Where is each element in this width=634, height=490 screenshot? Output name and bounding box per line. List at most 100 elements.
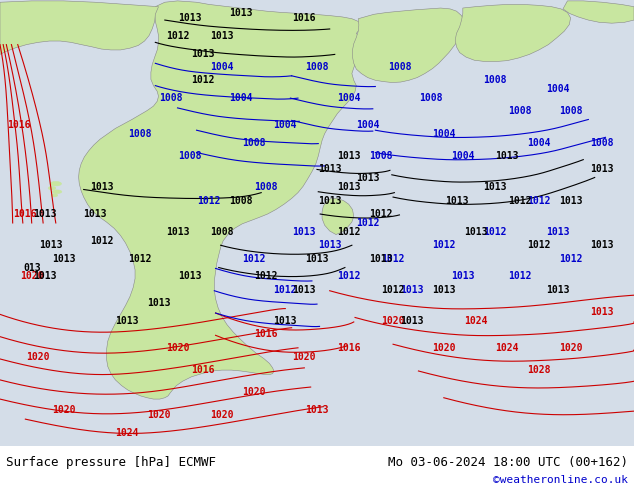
Text: 1012: 1012 bbox=[381, 254, 405, 264]
Text: 1004: 1004 bbox=[546, 84, 570, 94]
Polygon shape bbox=[353, 8, 464, 82]
Ellipse shape bbox=[50, 181, 61, 186]
Text: 1013: 1013 bbox=[39, 240, 63, 250]
Text: 1008: 1008 bbox=[590, 138, 614, 147]
Text: 1013: 1013 bbox=[432, 285, 456, 295]
Text: 1013: 1013 bbox=[273, 316, 297, 326]
Text: 1013: 1013 bbox=[318, 196, 342, 206]
Text: 1012: 1012 bbox=[191, 75, 215, 85]
Text: 1013: 1013 bbox=[590, 165, 614, 174]
Text: 1012: 1012 bbox=[242, 254, 266, 264]
Text: 1012: 1012 bbox=[273, 285, 297, 295]
Text: 1013: 1013 bbox=[318, 165, 342, 174]
Text: 1020: 1020 bbox=[242, 388, 266, 397]
Text: 1024: 1024 bbox=[115, 427, 139, 438]
Text: 1013: 1013 bbox=[191, 49, 215, 58]
Text: 1013: 1013 bbox=[546, 285, 570, 295]
Text: 1012: 1012 bbox=[527, 196, 551, 206]
Text: 1016: 1016 bbox=[13, 209, 37, 219]
Text: 1013: 1013 bbox=[451, 271, 475, 281]
Text: 1013: 1013 bbox=[400, 316, 424, 326]
Text: 1012: 1012 bbox=[197, 196, 221, 206]
Text: 1013: 1013 bbox=[210, 31, 234, 41]
Polygon shape bbox=[455, 4, 571, 62]
Text: 1013: 1013 bbox=[590, 307, 614, 317]
Text: 1008: 1008 bbox=[229, 196, 253, 206]
Text: 1008: 1008 bbox=[242, 138, 266, 147]
Text: 1008: 1008 bbox=[127, 129, 152, 139]
Text: 1008: 1008 bbox=[368, 151, 392, 161]
Text: 1004: 1004 bbox=[432, 129, 456, 139]
Polygon shape bbox=[79, 1, 365, 399]
Text: 1013: 1013 bbox=[482, 182, 507, 192]
Text: 1012: 1012 bbox=[337, 227, 361, 237]
Text: 1004: 1004 bbox=[451, 151, 475, 161]
Text: 1012: 1012 bbox=[368, 209, 392, 219]
Text: 1008: 1008 bbox=[387, 62, 411, 72]
Text: 013: 013 bbox=[23, 263, 41, 272]
Text: 1004: 1004 bbox=[273, 120, 297, 130]
Text: 1012: 1012 bbox=[482, 227, 507, 237]
Text: 1020: 1020 bbox=[559, 343, 583, 353]
Text: 1028: 1028 bbox=[527, 365, 551, 375]
Text: 1012: 1012 bbox=[127, 254, 152, 264]
Text: 1016: 1016 bbox=[191, 365, 215, 375]
Text: 1013: 1013 bbox=[318, 240, 342, 250]
Text: 1008: 1008 bbox=[254, 182, 278, 192]
Ellipse shape bbox=[48, 186, 56, 190]
Text: 1013: 1013 bbox=[559, 196, 583, 206]
Text: 1008: 1008 bbox=[210, 227, 234, 237]
Text: 1020: 1020 bbox=[165, 343, 190, 353]
Text: 1013: 1013 bbox=[337, 182, 361, 192]
Text: 1013: 1013 bbox=[305, 405, 329, 415]
Text: 1013: 1013 bbox=[368, 254, 392, 264]
Text: 1016: 1016 bbox=[292, 13, 316, 23]
Text: 1012: 1012 bbox=[337, 271, 361, 281]
Text: 1008: 1008 bbox=[305, 62, 329, 72]
Text: 1008: 1008 bbox=[559, 106, 583, 117]
Text: 1004: 1004 bbox=[229, 93, 253, 103]
Text: 1013: 1013 bbox=[590, 240, 614, 250]
Text: 1004: 1004 bbox=[356, 120, 380, 130]
Text: 1012: 1012 bbox=[527, 240, 551, 250]
Text: 1004: 1004 bbox=[527, 138, 551, 147]
Text: 1012: 1012 bbox=[508, 271, 532, 281]
Polygon shape bbox=[563, 1, 634, 23]
Text: 1020: 1020 bbox=[51, 405, 75, 415]
Text: 1008: 1008 bbox=[508, 106, 532, 117]
Text: 1020: 1020 bbox=[26, 352, 50, 362]
Text: 1016: 1016 bbox=[7, 120, 31, 130]
Text: 1020: 1020 bbox=[20, 271, 44, 281]
Text: 1012: 1012 bbox=[381, 285, 405, 295]
Text: 1013: 1013 bbox=[292, 285, 316, 295]
Text: 1020: 1020 bbox=[146, 410, 171, 420]
Text: 1012: 1012 bbox=[508, 196, 532, 206]
Text: 1020: 1020 bbox=[381, 316, 405, 326]
Text: 1013: 1013 bbox=[305, 254, 329, 264]
Text: 1020: 1020 bbox=[432, 343, 456, 353]
Text: 1024: 1024 bbox=[495, 343, 519, 353]
Text: Mo 03-06-2024 18:00 UTC (00+162): Mo 03-06-2024 18:00 UTC (00+162) bbox=[387, 456, 628, 469]
Text: 1016: 1016 bbox=[337, 343, 361, 353]
Text: 1013: 1013 bbox=[146, 298, 171, 308]
Text: 1004: 1004 bbox=[210, 62, 234, 72]
Text: 1013: 1013 bbox=[83, 209, 107, 219]
Text: 1012: 1012 bbox=[559, 254, 583, 264]
Text: 1012: 1012 bbox=[254, 271, 278, 281]
Text: 1004: 1004 bbox=[337, 93, 361, 103]
Text: 1013: 1013 bbox=[495, 151, 519, 161]
Text: 1013: 1013 bbox=[546, 227, 570, 237]
Text: 1013: 1013 bbox=[337, 151, 361, 161]
Ellipse shape bbox=[51, 194, 58, 197]
Text: 1008: 1008 bbox=[482, 75, 507, 85]
Text: 1013: 1013 bbox=[178, 271, 202, 281]
Text: 1008: 1008 bbox=[159, 93, 183, 103]
Text: ©weatheronline.co.uk: ©weatheronline.co.uk bbox=[493, 475, 628, 485]
Text: 1012: 1012 bbox=[89, 236, 113, 246]
Text: 1020: 1020 bbox=[292, 352, 316, 362]
Text: 1013: 1013 bbox=[165, 227, 190, 237]
Text: 1013: 1013 bbox=[356, 173, 380, 183]
Text: 1013: 1013 bbox=[115, 316, 139, 326]
Text: 1013: 1013 bbox=[229, 8, 253, 19]
Text: Surface pressure [hPa] ECMWF: Surface pressure [hPa] ECMWF bbox=[6, 456, 216, 469]
